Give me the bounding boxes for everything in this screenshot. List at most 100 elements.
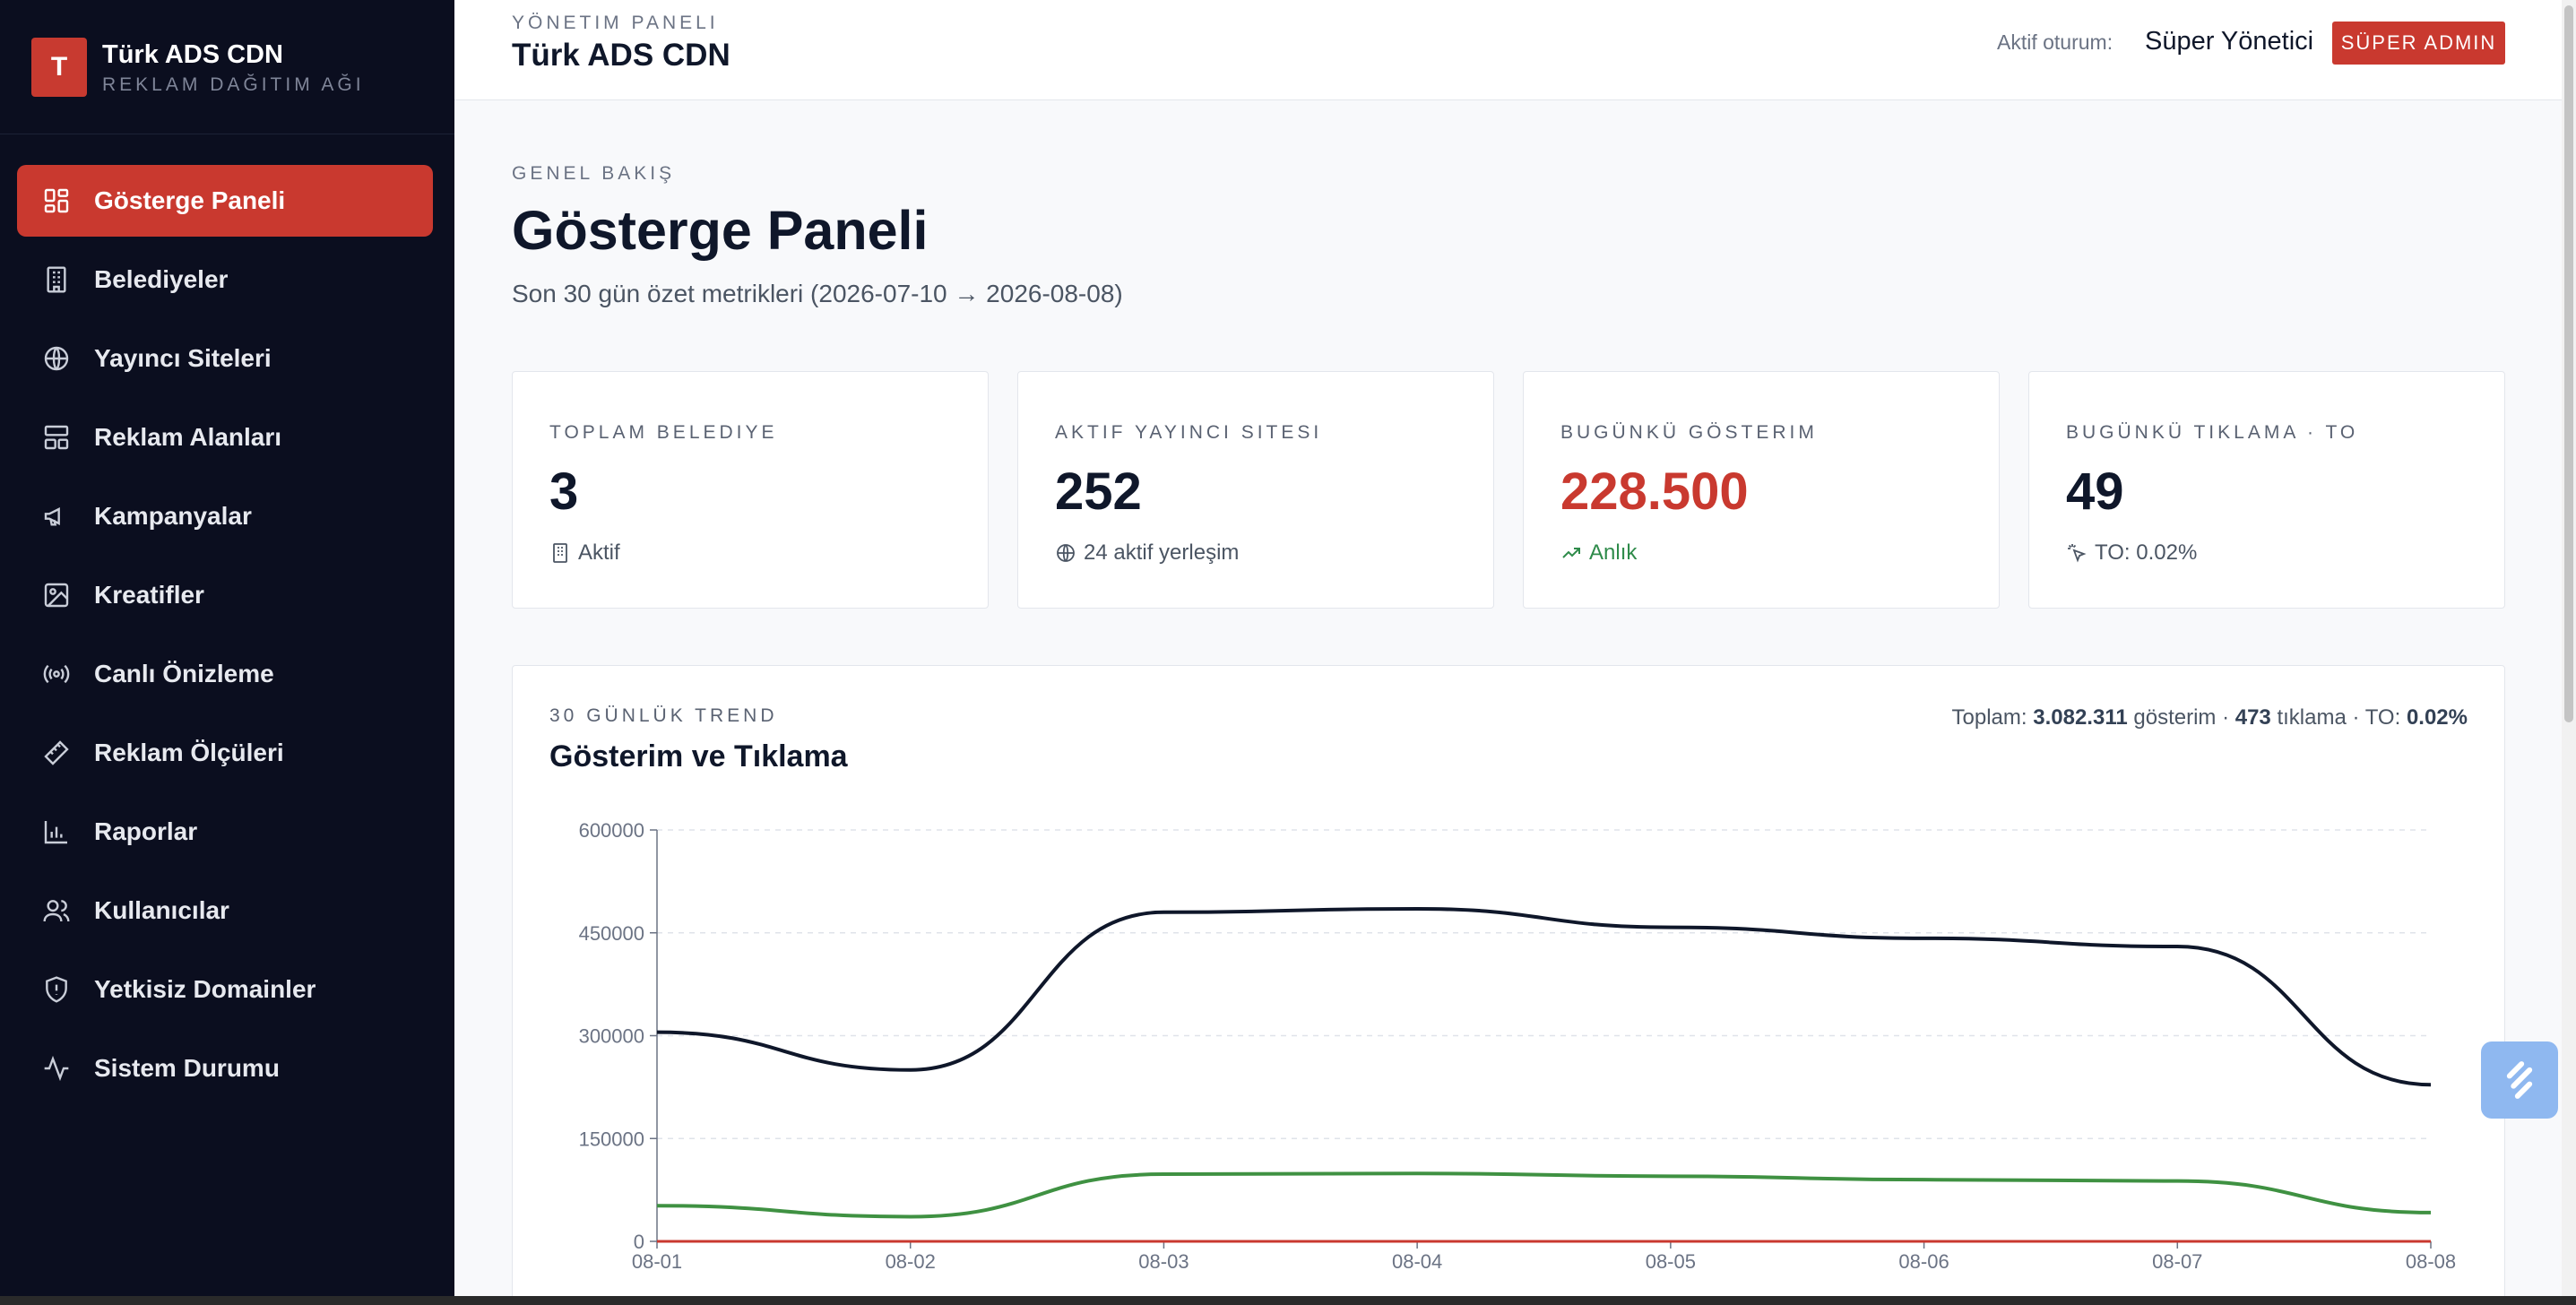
card-note-text: Anlık xyxy=(1589,540,1638,565)
sidebar-item-system-status[interactable]: Sistem Durumu xyxy=(17,1033,433,1104)
users-icon xyxy=(42,896,71,925)
card-note-text: 24 aktif yerleşim xyxy=(1084,540,1240,565)
brand-logo: T xyxy=(31,37,87,97)
chart-kicker: 30 GÜNLÜK TREND xyxy=(549,705,778,726)
card-note: Anlık xyxy=(1560,540,1637,566)
page-title: Gösterge Paneli xyxy=(512,200,929,261)
sidebar-item-label: Kampanyalar xyxy=(94,502,252,530)
click-icon xyxy=(2068,544,2087,563)
x-tick-label: 08-01 xyxy=(632,1250,682,1273)
card-label: TOPLAM BELEDIYE xyxy=(549,422,778,443)
sidebar-item-users[interactable]: Kullanıcılar xyxy=(17,875,433,946)
sidebar-item-ad-slots[interactable]: Reklam Alanları xyxy=(17,402,433,473)
sidebar-item-label: Yayıncı Siteleri xyxy=(94,344,272,372)
summary-clicks: 473 xyxy=(2235,705,2271,730)
y-tick-label: 300000 xyxy=(579,1025,644,1048)
sidebar-nav: Gösterge Paneli Belediyeler Yayıncı Site… xyxy=(0,165,454,1104)
brand-subtitle: REKLAM DAĞITIM AĞI xyxy=(102,73,365,95)
x-tick-label: 08-07 xyxy=(2152,1250,2202,1273)
app-logo-icon xyxy=(2506,1061,2533,1099)
sidebar-item-label: Gösterge Paneli xyxy=(94,186,286,214)
sidebar-item-label: Raporlar xyxy=(94,817,198,845)
sidebar-item-label: Kreatifler xyxy=(94,581,204,609)
activity-icon xyxy=(42,1054,71,1083)
stat-card-municipalities: TOPLAM BELEDIYE 3 Aktif xyxy=(512,371,989,609)
series-line xyxy=(656,906,2432,1087)
sidebar-item-label: Yetkisiz Domainler xyxy=(94,975,316,1003)
summary-prefix: Toplam: xyxy=(1951,705,2027,730)
shield-icon xyxy=(42,975,71,1004)
globe-icon xyxy=(42,344,71,373)
card-note: TO: 0.02% xyxy=(2066,540,2197,566)
sidebar-item-campaigns[interactable]: Kampanyalar xyxy=(17,480,433,552)
trend-chart: 0 150000 300000 450000 600000 08-01 08-02 08-03… xyxy=(579,819,2457,1273)
card-value: 228.500 xyxy=(1560,462,1749,521)
x-tick-label: 08-03 xyxy=(1138,1250,1189,1273)
card-note-text: TO: 0.02% xyxy=(2095,540,2198,565)
sidebar-item-publisher-sites[interactable]: Yayıncı Siteleri xyxy=(17,323,433,394)
brand-title: Türk ADS CDN xyxy=(102,39,283,69)
series-line xyxy=(656,1171,2432,1219)
y-tick-label: 150000 xyxy=(579,1128,644,1150)
summary-impressions-word: gösterim · xyxy=(2133,705,2230,730)
broadcast-icon xyxy=(42,660,71,688)
role-badge: SÜPER ADMIN xyxy=(2332,22,2505,65)
stat-cards: TOPLAM BELEDIYE 3 Aktif AKTIF YAYINCI SI… xyxy=(512,371,2505,609)
session-label: Aktif oturum: xyxy=(1997,30,2114,54)
chart-summary: Toplam: 3.082.311 gösterim · 473 tıklama… xyxy=(1952,705,2468,730)
sidebar-item-unauthorized-domains[interactable]: Yetkisiz Domainler xyxy=(17,954,433,1025)
x-tick-label: 08-06 xyxy=(1898,1250,1949,1273)
summary-impressions: 3.082.311 xyxy=(2033,705,2128,730)
trending-up-icon xyxy=(1562,548,1580,558)
sidebar-item-label: Canlı Önizleme xyxy=(94,660,274,687)
layout-icon xyxy=(42,423,71,452)
y-tick-label: 0 xyxy=(634,1231,644,1253)
header-title: Türk ADS CDN xyxy=(512,38,730,73)
card-label: AKTIF YAYINCI SITESI xyxy=(1055,422,1323,443)
sidebar-item-dashboard[interactable]: Gösterge Paneli xyxy=(17,165,433,237)
card-value: 49 xyxy=(2066,462,2124,521)
page-subtitle: Son 30 gün özet metrikleri (2026-07-10 →… xyxy=(512,280,1123,307)
sidebar-item-municipalities[interactable]: Belediyeler xyxy=(17,244,433,315)
globe-icon xyxy=(1057,544,1075,562)
chart-title: Gösterim ve Tıklama xyxy=(549,739,848,773)
x-tick-label: 08-05 xyxy=(1646,1250,1696,1273)
sidebar-item-label: Reklam Alanları xyxy=(94,423,282,451)
summary-clicks-word: tıklama · TO: xyxy=(2277,705,2401,730)
header-kicker: YÖNETIM PANELI xyxy=(512,13,719,33)
sidebar: T Türk ADS CDN REKLAM DAĞITIM AĞI Göster… xyxy=(0,0,454,1296)
sidebar-item-label: Reklam Ölçüleri xyxy=(94,739,284,766)
card-value: 3 xyxy=(549,462,579,521)
vertical-scrollbar[interactable] xyxy=(2562,0,2576,1296)
stat-card-impressions: BUGÜNKÜ GÖSTERIM 228.500 Anlık xyxy=(1523,371,2000,609)
x-tick-label: 08-08 xyxy=(2406,1250,2456,1273)
card-label: BUGÜNKÜ GÖSTERIM xyxy=(1560,422,1818,443)
sidebar-item-live-preview[interactable]: Canlı Önizleme xyxy=(17,638,433,710)
sidebar-item-ad-sizes[interactable]: Reklam Ölçüleri xyxy=(17,717,433,789)
sidebar-item-label: Kullanıcılar xyxy=(94,896,229,924)
bottom-edge xyxy=(0,1296,2576,1305)
session-user[interactable]: Süper Yönetici xyxy=(2145,27,2314,56)
ruler-icon xyxy=(42,739,71,767)
stat-card-publisher-sites: AKTIF YAYINCI SITESI 252 24 aktif yerleş… xyxy=(1017,371,1494,609)
dashboard-icon xyxy=(42,186,71,215)
sidebar-item-reports[interactable]: Raporlar xyxy=(17,796,433,868)
floating-action-button[interactable] xyxy=(2481,1041,2558,1119)
x-tick-label: 08-02 xyxy=(886,1250,936,1273)
bar-chart-icon xyxy=(42,817,71,846)
card-label: BUGÜNKÜ TIKLAMA · TO xyxy=(2066,422,2359,443)
card-value: 252 xyxy=(1055,462,1142,521)
card-note: 24 aktif yerleşim xyxy=(1055,540,1239,566)
card-note: Aktif xyxy=(549,540,620,566)
scrollbar-thumb[interactable] xyxy=(2564,5,2573,722)
y-tick-label: 600000 xyxy=(579,819,644,842)
y-tick-label: 450000 xyxy=(579,922,644,945)
page-kicker: GENEL BAKIŞ xyxy=(512,163,676,184)
building-icon xyxy=(42,265,71,294)
x-tick-label: 08-04 xyxy=(1392,1250,1442,1273)
summary-ctr: 0.02% xyxy=(2406,705,2468,730)
sidebar-item-creatives[interactable]: Kreatifler xyxy=(17,559,433,631)
image-icon xyxy=(42,581,71,609)
brand[interactable]: T Türk ADS CDN REKLAM DAĞITIM AĞI xyxy=(0,0,454,134)
sidebar-item-label: Sistem Durumu xyxy=(94,1054,280,1082)
